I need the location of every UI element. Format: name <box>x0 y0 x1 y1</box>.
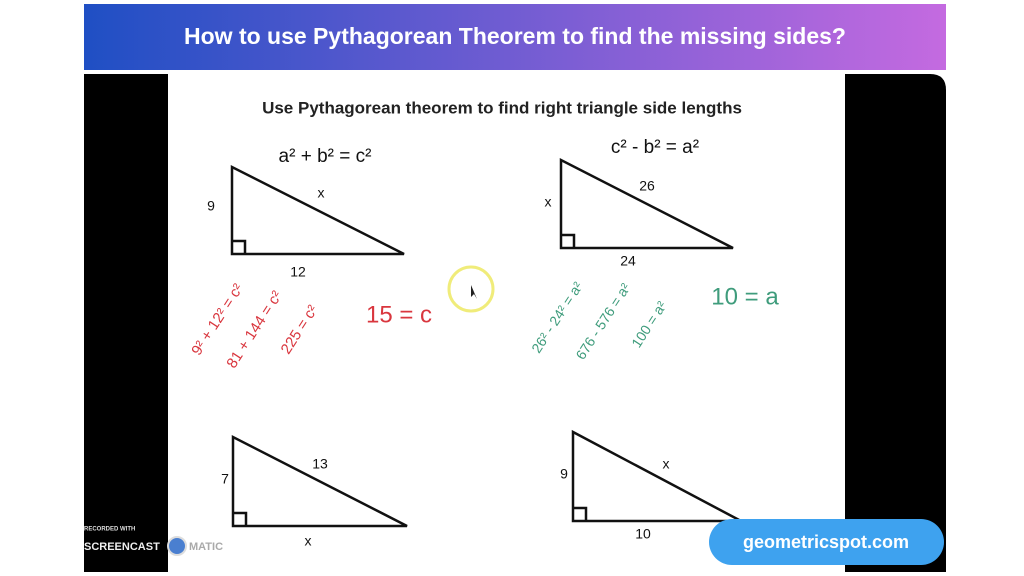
side-label: x <box>663 456 670 472</box>
badge[interactable] <box>709 519 944 565</box>
cursor <box>471 285 477 299</box>
cursor-highlight <box>447 265 495 313</box>
side-label: 26 <box>639 178 655 194</box>
side-label: 10 <box>635 526 651 542</box>
right-angle <box>233 511 248 526</box>
slide <box>168 74 845 572</box>
watermark-logo <box>167 536 187 556</box>
right-angle <box>573 506 588 521</box>
side-label: x <box>318 185 325 201</box>
triangle <box>231 434 408 528</box>
right-angle <box>561 233 576 248</box>
header-bar <box>84 4 946 70</box>
slide-heading: Use Pythagorean theorem to find right tr… <box>262 98 742 117</box>
side-label: 7 <box>221 471 229 487</box>
side-label: 9 <box>207 198 215 214</box>
side-label: 24 <box>620 253 636 269</box>
header-title: How to use Pythagorean Theorem to find t… <box>184 23 846 49</box>
formula: a² + b² = c² <box>279 146 372 167</box>
watermark-text: RECORDED WITH <box>84 527 135 533</box>
result: 10 = a <box>711 283 779 310</box>
triangle <box>230 164 405 256</box>
side-label: x <box>545 194 552 210</box>
result: 15 = c <box>366 301 432 328</box>
right-angle <box>232 239 247 254</box>
side-label: 12 <box>290 264 306 280</box>
triangle <box>571 429 742 523</box>
side-label: 9 <box>560 466 568 482</box>
watermark-brand: SCREENCAST <box>84 541 160 553</box>
watermark-suffix: MATIC <box>189 541 223 553</box>
badge-text[interactable]: geometricspot.com <box>743 532 909 552</box>
triangle <box>559 157 734 250</box>
side-label: x <box>305 533 312 549</box>
formula: c² - b² = a² <box>611 137 699 158</box>
side-label: 13 <box>312 456 328 472</box>
